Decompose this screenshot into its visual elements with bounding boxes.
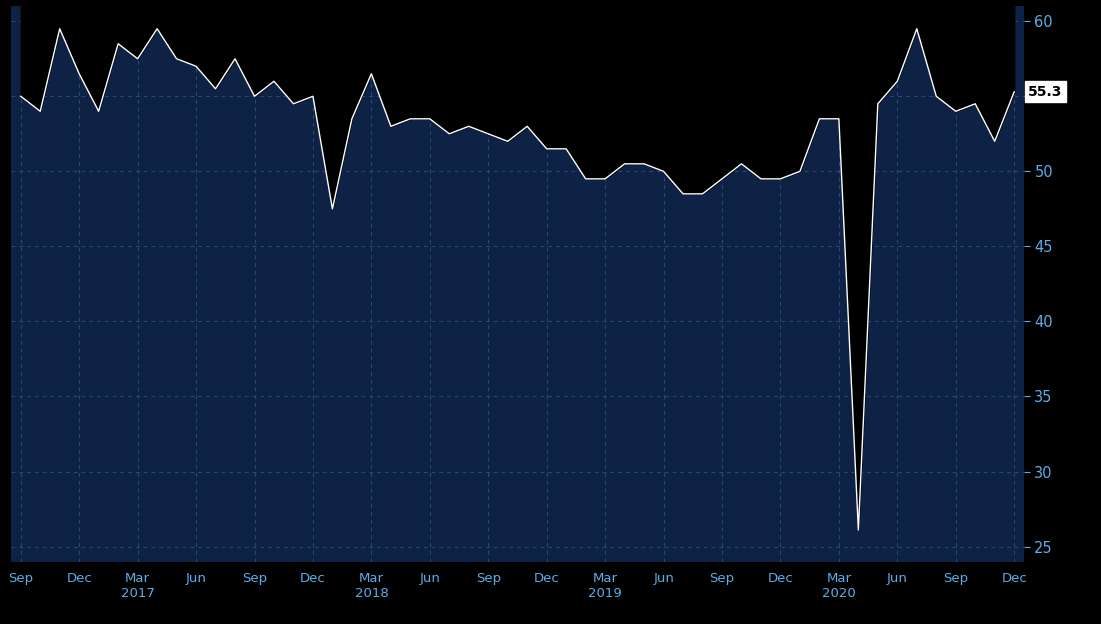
Text: 55.3: 55.3 (1028, 85, 1062, 99)
